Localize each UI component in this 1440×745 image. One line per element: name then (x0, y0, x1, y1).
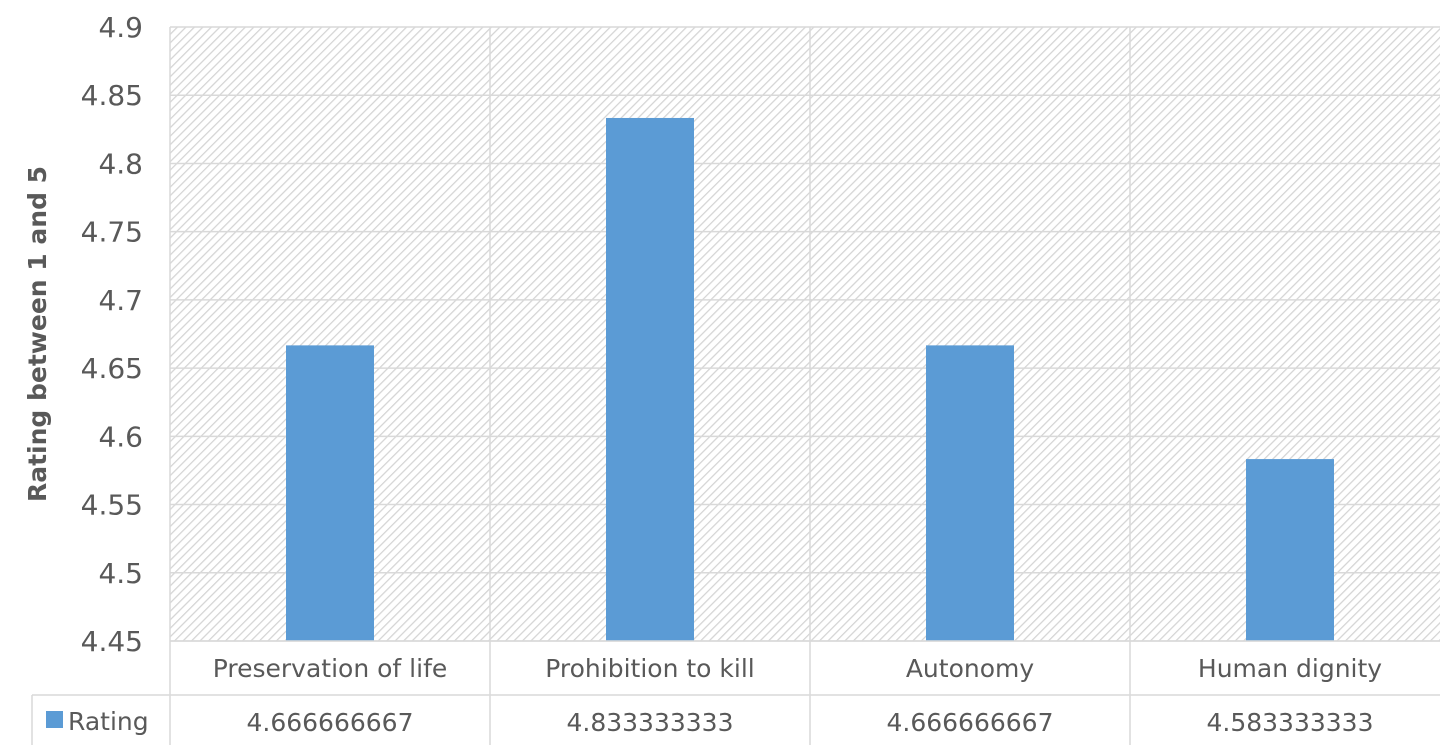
y-tick-label: 4.7 (98, 284, 143, 317)
legend-label: Rating (68, 707, 149, 736)
x-category-label: Autonomy (906, 654, 1035, 683)
y-tick-label: 4.9 (98, 11, 143, 44)
y-tick-label: 4.45 (81, 625, 143, 658)
y-tick-label: 4.6 (98, 420, 143, 453)
plot-area-background (170, 27, 1440, 641)
bar-3 (926, 345, 1014, 641)
y-axis-label: Rating between 1 and 5 (23, 166, 52, 502)
data-table-value: 4.833333333 (566, 708, 733, 737)
x-category-label: Human dignity (1198, 654, 1382, 683)
bar-2 (606, 117, 694, 642)
data-table-value: 4.583333333 (1206, 708, 1373, 737)
y-tick-label: 4.75 (81, 216, 143, 249)
gridlines (169, 26, 1440, 745)
bar-1 (286, 345, 374, 641)
y-tick-label: 4.55 (81, 489, 143, 522)
y-tick-label: 4.85 (81, 79, 143, 112)
data-table-value: 4.666666667 (886, 708, 1053, 737)
x-category-label: Prohibition to kill (545, 654, 754, 683)
y-tick-label: 4.5 (98, 557, 143, 590)
data-table-value: 4.666666667 (246, 708, 413, 737)
bar-4 (1246, 459, 1334, 641)
legend-swatch (46, 711, 63, 728)
data-table: Preservation of life 4.666666667 Prohibiti… (31, 640, 1440, 745)
x-category-label: Preservation of life (213, 654, 448, 683)
bars (286, 117, 1334, 642)
y-tick-label: 4.8 (98, 147, 143, 180)
y-axis-ticks: 4.45 4.5 4.55 4.6 4.65 4.7 4.75 4.8 4.85 4.9 (81, 11, 143, 658)
y-tick-label: 4.65 (81, 352, 143, 385)
